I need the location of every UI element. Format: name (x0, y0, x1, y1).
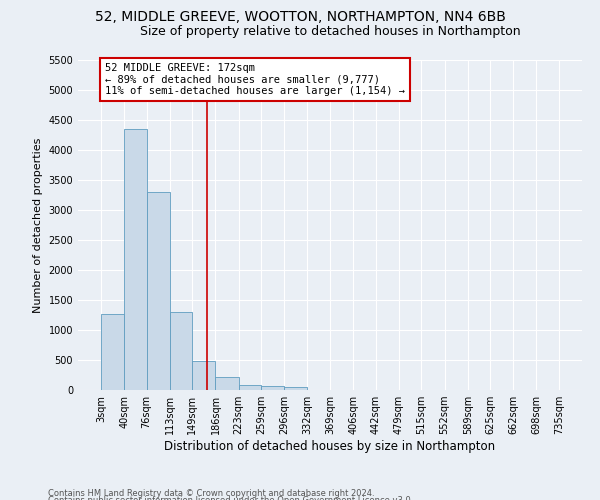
Text: 52, MIDDLE GREEVE, WOOTTON, NORTHAMPTON, NN4 6BB: 52, MIDDLE GREEVE, WOOTTON, NORTHAMPTON,… (95, 10, 505, 24)
Text: Contains HM Land Registry data © Crown copyright and database right 2024.: Contains HM Land Registry data © Crown c… (48, 488, 374, 498)
Bar (170, 312, 192, 390)
Bar (215, 377, 239, 390)
Title: Size of property relative to detached houses in Northampton: Size of property relative to detached ho… (140, 25, 520, 38)
Bar (239, 384, 261, 390)
Y-axis label: Number of detached properties: Number of detached properties (33, 138, 43, 312)
Bar (284, 387, 307, 390)
Bar (101, 314, 124, 390)
Text: Contains public sector information licensed under the Open Government Licence v3: Contains public sector information licen… (48, 496, 413, 500)
Bar (192, 360, 215, 390)
X-axis label: Distribution of detached houses by size in Northampton: Distribution of detached houses by size … (164, 440, 496, 453)
Bar (146, 192, 170, 390)
Bar (261, 386, 284, 390)
Bar (124, 129, 146, 390)
Text: 52 MIDDLE GREEVE: 172sqm
← 89% of detached houses are smaller (9,777)
11% of sem: 52 MIDDLE GREEVE: 172sqm ← 89% of detach… (105, 63, 405, 96)
